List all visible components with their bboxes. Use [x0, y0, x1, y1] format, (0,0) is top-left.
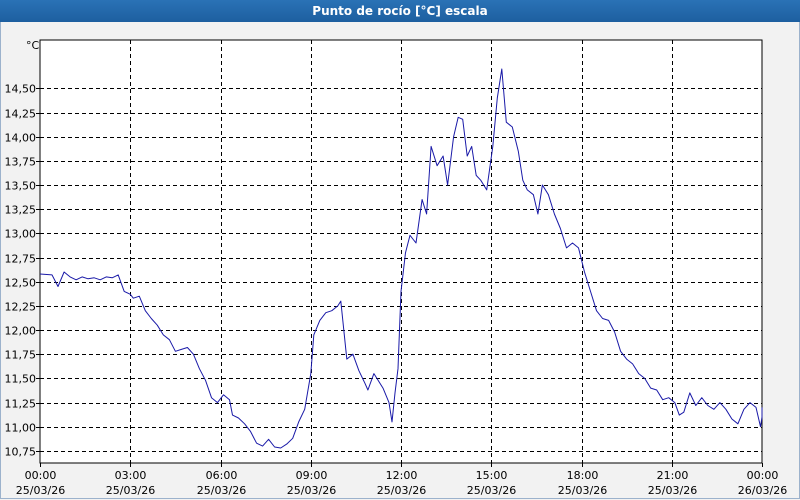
y-axis: 10,75 11,00 11,25 11,50 11,75 12,00 12,25 12,50… — [5, 83, 40, 459]
y-tick-label: 11,75 — [5, 349, 37, 362]
x-tick-time-label: 03:00 — [115, 469, 147, 482]
x-tick-date-label: 25/03/26 — [16, 484, 65, 497]
y-tick-label: 14,50 — [5, 83, 37, 96]
y-tick-label: 14,25 — [5, 108, 37, 121]
y-tick-label: 13,00 — [5, 228, 37, 241]
x-tick-date-label: 25/03/26 — [287, 484, 336, 497]
x-tick-date-label: 25/03/26 — [106, 484, 155, 497]
x-tick-time-label: 09:00 — [296, 469, 328, 482]
x-tick-date-label: 26/03/26 — [738, 484, 787, 497]
x-tick-date-label: 25/03/26 — [377, 484, 426, 497]
x-tick-date-label: 25/03/26 — [197, 484, 246, 497]
x-tick-time-label: 06:00 — [206, 469, 238, 482]
x-tick-time-label: 00:00 — [25, 469, 57, 482]
y-tick-label: 11,50 — [5, 373, 37, 386]
y-tick-label: 13,75 — [5, 156, 37, 169]
x-tick-time-label: 00:00 — [747, 469, 779, 482]
y-tick-label: 12,25 — [5, 301, 37, 314]
y-tick-label: 13,25 — [5, 204, 37, 217]
y-tick-label: 10,75 — [5, 446, 37, 459]
y-tick-label: 12,75 — [5, 253, 37, 266]
x-tick-time-label: 18:00 — [567, 469, 599, 482]
x-tick-time-label: 12:00 — [386, 469, 418, 482]
x-axis: 00:00 25/03/26 03:00 25/03/26 06:00 25/03/26 0… — [16, 463, 787, 497]
dew-point-series-line — [39, 68, 763, 449]
series-group — [39, 68, 763, 449]
grid-lines — [40, 40, 762, 463]
x-tick-date-label: 25/03/26 — [467, 484, 516, 497]
x-tick-date-label: 25/03/26 — [558, 484, 607, 497]
y-tick-label: 11,25 — [5, 398, 37, 411]
y-tick-label: 11,00 — [5, 422, 37, 435]
chart-title: Punto de rocío [°C] escala — [0, 0, 800, 22]
x-tick-time-label: 21:00 — [657, 469, 689, 482]
y-tick-label: 12,00 — [5, 325, 37, 338]
x-tick-time-label: 15:00 — [476, 469, 508, 482]
y-tick-label: 14,00 — [5, 132, 37, 145]
y-tick-label: 12,50 — [5, 277, 37, 290]
y-axis-unit-label: °C — [26, 39, 40, 52]
x-tick-date-label: 25/03/26 — [648, 484, 697, 497]
y-tick-label: 13,50 — [5, 180, 37, 193]
